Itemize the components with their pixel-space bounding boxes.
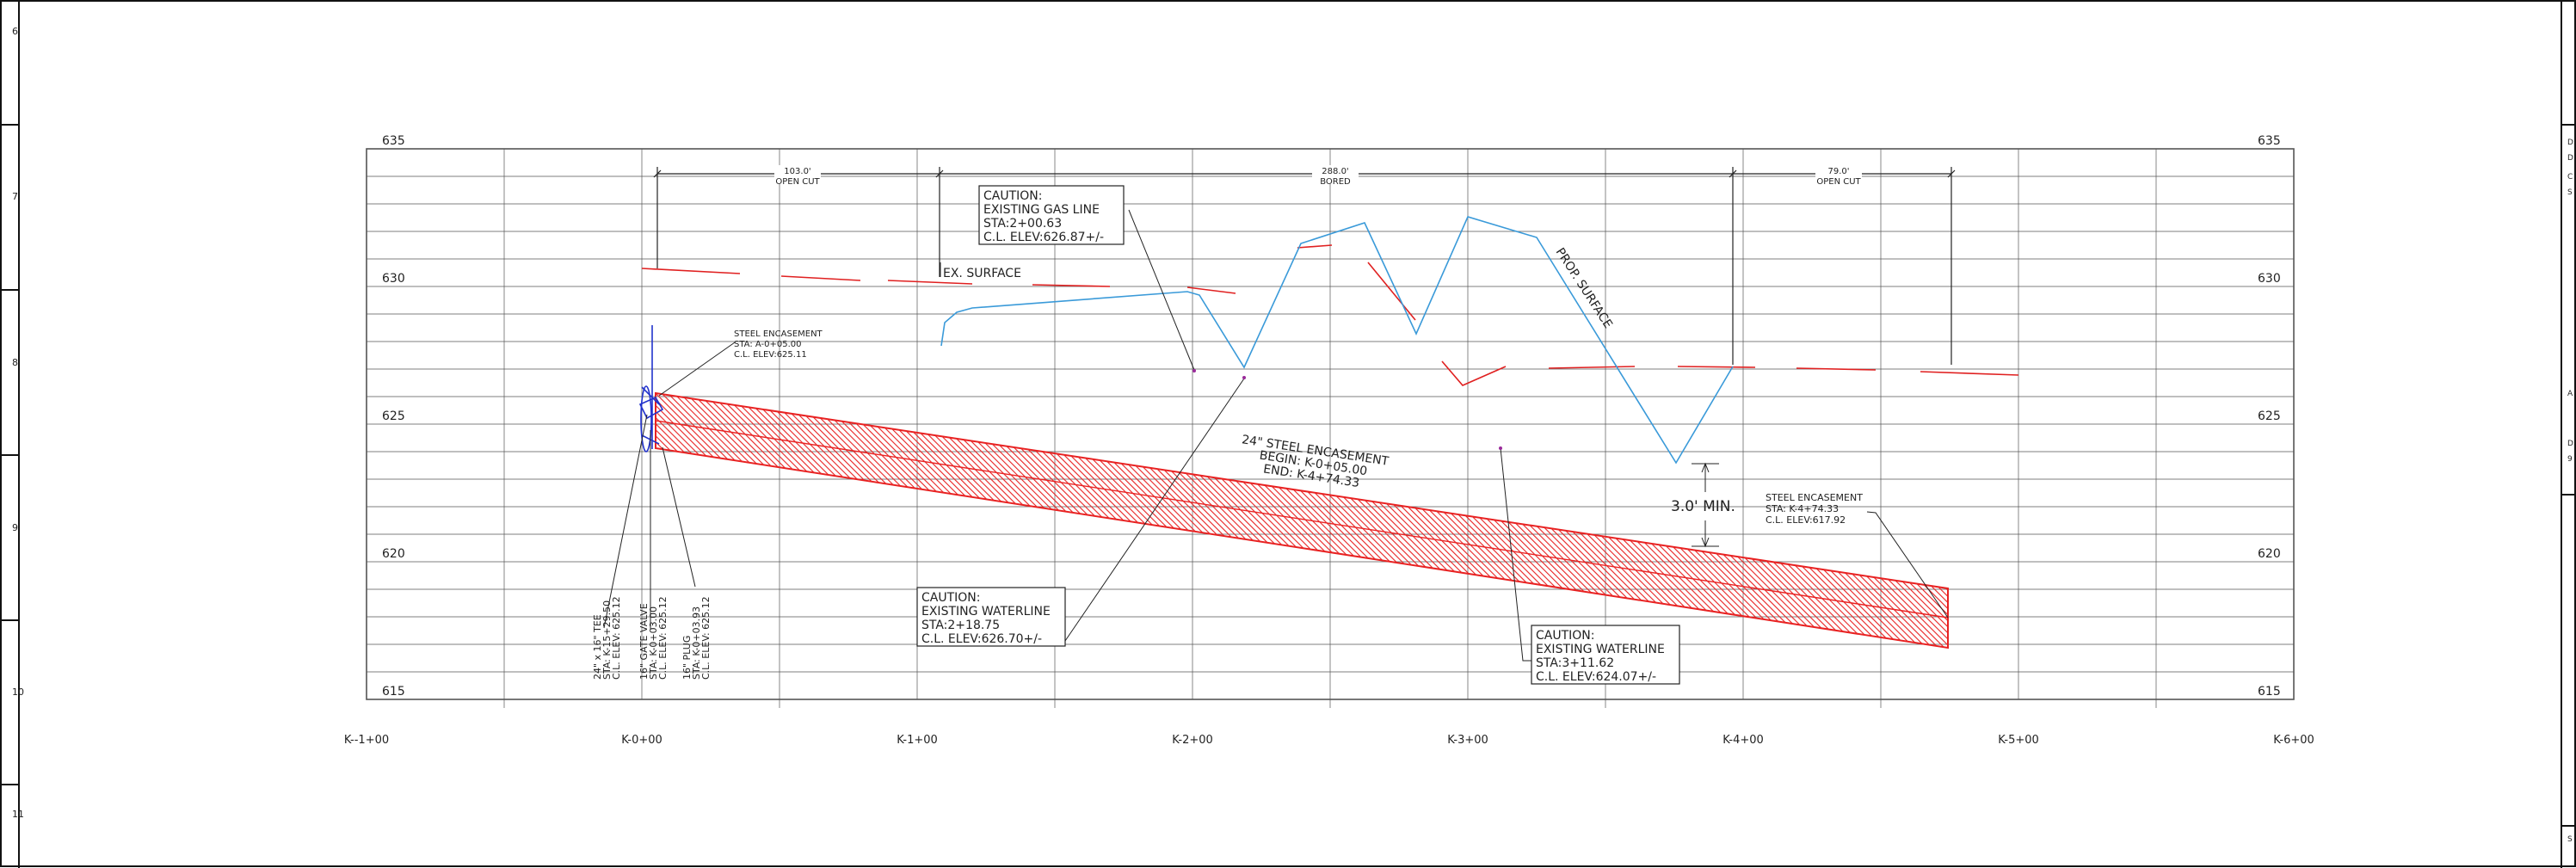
svg-text:S: S	[2567, 188, 2573, 197]
svg-text:STA: A-0+05.00: STA: A-0+05.00	[734, 340, 802, 349]
svg-text:STA: K-0+03.00: STA: K-0+03.00	[648, 606, 659, 680]
svg-text:STA: K-15+29.50: STA: K-15+29.50	[601, 600, 613, 680]
callout-waterline-1: CAUTION: EXISTING WATERLINE STA:2+18.75 …	[916, 587, 1066, 647]
station-label: K--1+00	[344, 734, 389, 747]
station-label: K-6+00	[2273, 734, 2314, 747]
encasement-start-note: STEEL ENCASEMENT STA: A-0+05.00 C.L. ELE…	[734, 329, 823, 360]
dimension-lines	[653, 167, 1956, 365]
existing-surface-line	[641, 244, 2019, 386]
tee-leader	[603, 414, 648, 629]
elevation-label: 615	[2258, 685, 2281, 699]
title-block-edge	[2561, 0, 2576, 868]
svg-text:9: 9	[2567, 455, 2573, 464]
elevation-label: 620	[2258, 547, 2281, 561]
dimension-method: OPEN CUT	[775, 177, 820, 187]
proposed-surface-line	[940, 216, 1734, 465]
svg-text:EXISTING WATERLINE: EXISTING WATERLINE	[1536, 643, 1665, 656]
station-labels: K--1+00 K-0+00 K-1+00 K-2+00 K-3+00 K-4+…	[344, 734, 2314, 747]
dimension-method: OPEN CUT	[1816, 177, 1861, 187]
ex-surface-label: EX. SURFACE	[943, 267, 1021, 280]
svg-text:STA: K-4+74.33: STA: K-4+74.33	[1766, 503, 1839, 514]
dimension-length: 288.0'	[1322, 167, 1348, 176]
svg-text:C.L. ELEV: 625.12: C.L. ELEV: 625.12	[657, 596, 669, 680]
gas-line-leader	[1128, 209, 1195, 371]
waterline-1-leader	[1064, 378, 1245, 642]
svg-text:C.L. ELEV:624.07+/-: C.L. ELEV:624.07+/-	[1536, 670, 1656, 684]
encasement-band	[655, 391, 1949, 649]
svg-text:STEEL ENCASEMENT: STEEL ENCASEMENT	[1766, 492, 1863, 503]
elevation-label: 630	[2258, 272, 2281, 286]
station-label: K-1+00	[897, 734, 938, 747]
svg-text:CAUTION:: CAUTION:	[983, 189, 1043, 203]
svg-text:C.L. ELEV:617.92: C.L. ELEV:617.92	[1766, 514, 1846, 526]
station-label: K-2+00	[1172, 734, 1213, 747]
row-number-7: 7	[12, 191, 18, 202]
svg-text:A: A	[2567, 390, 2573, 398]
callout-gas-line: CAUTION: EXISTING GAS LINE STA:2+00.63 C…	[978, 185, 1125, 245]
svg-text:C.L. ELEV: 625.12: C.L. ELEV: 625.12	[611, 596, 622, 680]
dimension-length: 79.0'	[1827, 167, 1849, 176]
plug-note: 16" PLUG STA: K-0+03.93 C.L. ELEV: 625.1…	[681, 596, 712, 680]
svg-text:24" x 16" TEE: 24" x 16" TEE	[592, 614, 603, 680]
encasement-start-leader	[658, 342, 736, 397]
elevation-label: 635	[2258, 134, 2281, 148]
plug-leader	[662, 446, 696, 588]
title-block-text: D D C S A D 9 S	[2567, 139, 2573, 844]
svg-text:EXISTING GAS LINE: EXISTING GAS LINE	[983, 203, 1100, 217]
svg-text:CAUTION:: CAUTION:	[921, 591, 981, 605]
encasement-end-leader	[1866, 511, 1949, 619]
svg-text:CAUTION:: CAUTION:	[1536, 629, 1595, 643]
svg-text:C.L. ELEV:625.11: C.L. ELEV:625.11	[734, 350, 807, 360]
elevation-labels-left: 635 630 625 620 615	[382, 134, 405, 699]
encasement-end-note: STEEL ENCASEMENT STA: K-4+74.33 C.L. ELE…	[1766, 492, 1863, 526]
svg-text:D: D	[2567, 139, 2573, 147]
station-label: K-3+00	[1447, 734, 1488, 747]
dimension-texts: 103.0' OPEN CUT 288.0' BORED 79.0' OPEN …	[774, 165, 1862, 187]
tee-note: 24" x 16" TEE STA: K-15+29.50 C.L. ELEV:…	[592, 596, 622, 680]
station-label: K-5+00	[1998, 734, 2039, 747]
dimension-method: BORED	[1320, 177, 1351, 187]
row-number-10: 10	[12, 686, 24, 698]
svg-text:16" PLUG: 16" PLUG	[681, 636, 693, 680]
dimension-length: 103.0'	[784, 167, 810, 176]
station-label: K-0+00	[621, 734, 662, 747]
waterline-2-leader	[1500, 447, 1531, 662]
row-number-6: 6	[12, 26, 18, 37]
svg-text:C.L. ELEV:626.70+/-: C.L. ELEV:626.70+/-	[921, 632, 1042, 646]
row-number-11: 11	[12, 809, 24, 820]
gate-valve-note: 16" GATE VALVE STA: K-0+03.00 C.L. ELEV:…	[638, 596, 669, 680]
svg-text:D: D	[2567, 154, 2573, 163]
svg-text:S: S	[2567, 835, 2573, 844]
row-number-8: 8	[12, 357, 18, 368]
min-cover-label: 3.0' MIN.	[1671, 498, 1735, 515]
elevation-label: 625	[382, 409, 405, 423]
svg-text:C: C	[2567, 173, 2573, 182]
svg-text:STA:2+18.75: STA:2+18.75	[921, 619, 1000, 632]
leader-points	[1192, 369, 1502, 450]
svg-text:STA:2+00.63: STA:2+00.63	[983, 217, 1062, 231]
elevation-label: 615	[382, 685, 405, 699]
row-number-9: 9	[12, 522, 18, 533]
elevation-label: 635	[382, 134, 405, 148]
svg-text:STA: K-0+03.93: STA: K-0+03.93	[691, 606, 702, 680]
elevation-label: 620	[382, 547, 405, 561]
steel-encasement	[655, 391, 1949, 649]
elevation-labels-right: 635 630 625 620 615	[2258, 134, 2281, 699]
svg-text:16" GATE VALVE: 16" GATE VALVE	[638, 603, 650, 680]
min-cover-dimension	[1692, 462, 1719, 548]
svg-text:C.L. ELEV:626.87+/-: C.L. ELEV:626.87+/-	[983, 231, 1104, 244]
svg-text:STA:3+11.62: STA:3+11.62	[1536, 656, 1614, 670]
leader-lines	[603, 209, 1949, 662]
svg-text:STEEL ENCASEMENT: STEEL ENCASEMENT	[734, 329, 823, 339]
svg-text:EXISTING WATERLINE: EXISTING WATERLINE	[921, 605, 1051, 619]
svg-text:D: D	[2567, 440, 2573, 448]
svg-text:C.L. ELEV: 625.12: C.L. ELEV: 625.12	[700, 596, 712, 680]
elevation-label: 625	[2258, 409, 2281, 423]
row-numbers: 6 7 8 9 10 11	[12, 26, 24, 820]
callout-waterline-2: CAUTION: EXISTING WATERLINE STA:3+11.62 …	[1531, 625, 1680, 685]
elevation-label: 630	[382, 272, 405, 286]
station-label: K-4+00	[1722, 734, 1764, 747]
